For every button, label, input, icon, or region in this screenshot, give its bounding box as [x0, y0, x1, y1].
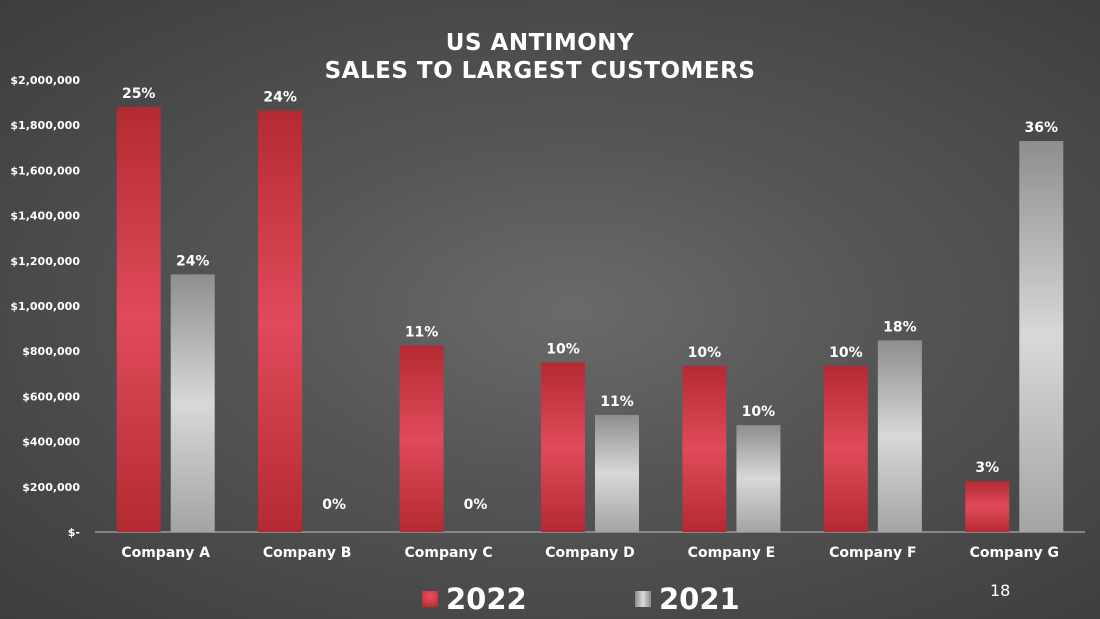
legend-swatch-2022 [422, 591, 438, 607]
x-tick-label: Company B [263, 545, 352, 561]
y-tick-label: $2,000,000 [10, 74, 80, 87]
x-tick-label: Company A [121, 545, 210, 561]
data-label: 0% [464, 497, 488, 513]
data-label: 36% [1025, 120, 1059, 136]
legend-label-2022: 2022 [446, 582, 527, 616]
y-tick-label: $800,000 [22, 345, 80, 358]
bar-2022-company-f [823, 365, 868, 532]
bar-2022-company-d [541, 362, 585, 532]
bar-2022-company-g [965, 481, 1010, 532]
x-tick-label: Company F [829, 545, 916, 561]
legend-item-2022: 2022 [422, 582, 527, 616]
data-label: 0% [322, 497, 346, 513]
y-tick-label: $- [68, 526, 80, 539]
y-axis: $- $200,000 $400,000 $600,000 $800,000 $1,000… [10, 74, 80, 539]
legend-swatch-2021 [635, 591, 651, 607]
data-label: 18% [883, 319, 917, 335]
data-label: 3% [975, 460, 999, 476]
y-tick-label: $1,600,000 [10, 164, 80, 177]
bar-2022-company-a [116, 107, 161, 533]
data-label: 24% [176, 253, 210, 269]
bar-2022-company-c [399, 345, 444, 532]
chart-title-line-1: US ANTIMONY [445, 30, 635, 56]
data-label: 11% [600, 394, 634, 410]
bar-2021-company-f [877, 340, 922, 532]
x-tick-label: Company E [688, 545, 775, 561]
y-tick-label: $400,000 [22, 436, 80, 449]
y-tick-label: $1,000,000 [10, 300, 80, 313]
page-number: 18 [990, 581, 1011, 600]
data-labels: 25% 24% 11% 10% 10% 10% 3% 24% 0% 0% 11% 10% 18% 36% [122, 86, 1058, 513]
data-label: 10% [546, 342, 580, 358]
bar-2022-company-e [682, 365, 727, 532]
bar-2021-company-g [1019, 141, 1064, 532]
bars [116, 107, 1064, 533]
legend-item-2021: 2021 [635, 582, 740, 616]
data-label: 10% [742, 404, 776, 420]
y-tick-label: $200,000 [22, 481, 80, 494]
y-tick-label: $1,400,000 [10, 210, 80, 223]
x-axis: Company A Company B Company C Company D Comp… [95, 531, 1085, 561]
data-label: 24% [263, 90, 297, 106]
data-label: 25% [122, 86, 156, 102]
bar-2021-company-d [595, 414, 639, 532]
chart-title-line-2: SALES TO LARGEST CUSTOMERS [324, 58, 756, 84]
y-tick-label: $1,200,000 [10, 255, 80, 268]
x-tick-label: Company C [404, 545, 492, 561]
x-tick-label: Company G [970, 545, 1059, 561]
bar-2022-company-b [258, 110, 303, 532]
data-label: 10% [829, 345, 863, 361]
y-tick-label: $600,000 [22, 390, 80, 403]
bar-2021-company-a [170, 274, 215, 532]
x-tick-label: Company D [545, 545, 635, 561]
bar-2021-company-e [736, 425, 781, 532]
legend-label-2021: 2021 [659, 582, 740, 616]
data-label: 11% [405, 325, 439, 341]
y-tick-label: $1,800,000 [10, 119, 80, 132]
data-label: 10% [688, 345, 722, 361]
